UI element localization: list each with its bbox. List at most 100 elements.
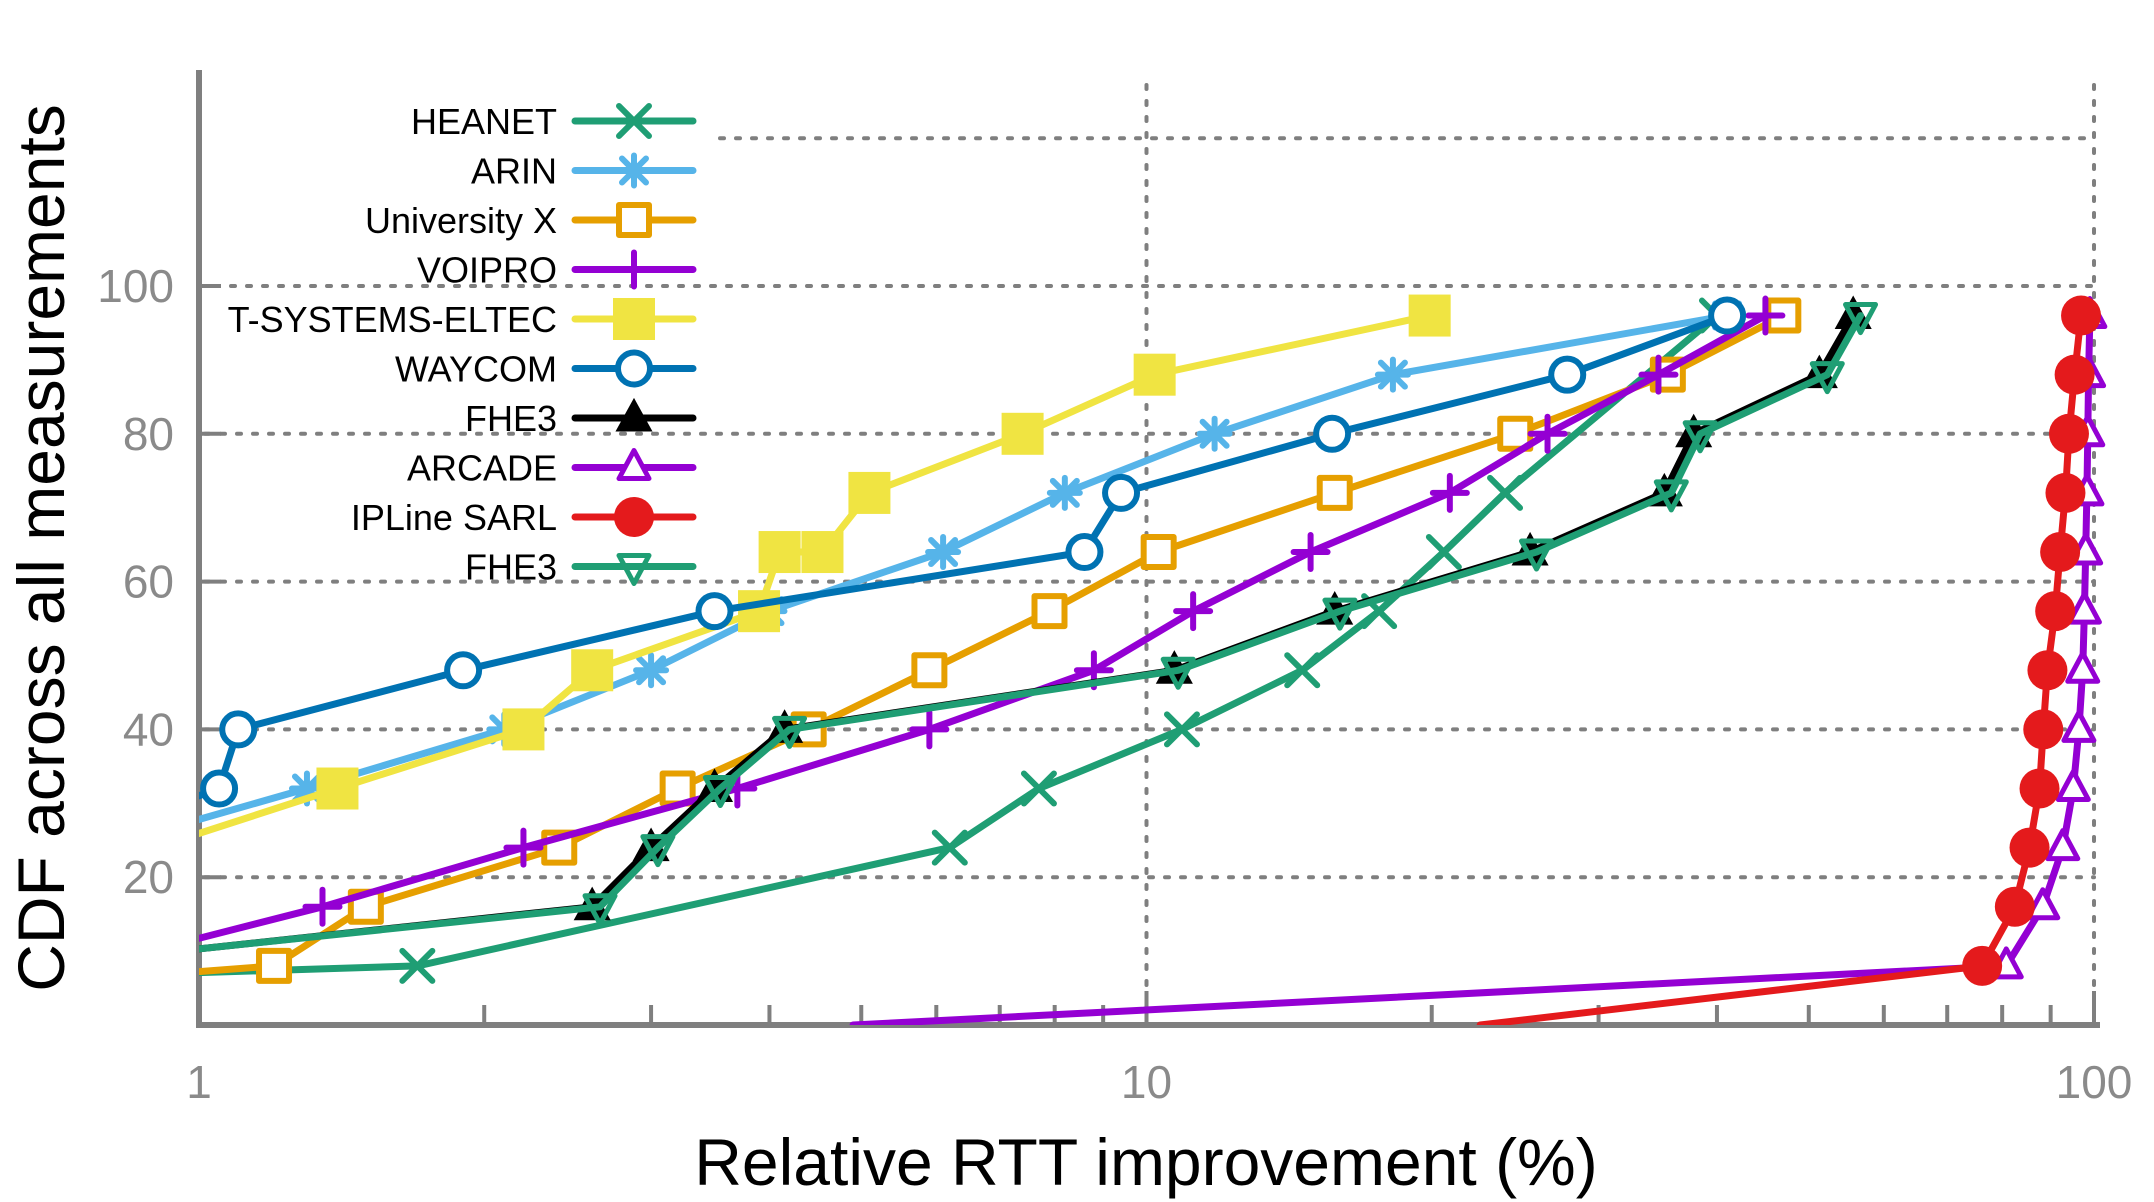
data-point — [1425, 534, 1462, 571]
legend-entry: HEANET — [411, 101, 697, 142]
data-point — [1682, 420, 1718, 454]
data-point — [1140, 534, 1177, 571]
data-point — [502, 708, 545, 751]
legend-swatch-marker — [614, 497, 654, 537]
y-tick-label: 40 — [123, 703, 174, 755]
data-point — [738, 590, 781, 633]
data-point — [1313, 414, 1352, 453]
data-point — [302, 886, 343, 927]
data-point — [772, 715, 808, 749]
series-line — [199, 312, 1731, 824]
data-point — [2061, 295, 2102, 336]
data-point — [1527, 413, 1568, 454]
series-t-systems-eltec — [199, 294, 1451, 838]
data-point — [801, 531, 844, 574]
data-point — [444, 651, 483, 690]
y-tick-label: 100 — [97, 260, 174, 312]
legend-label: HEANET — [411, 101, 557, 142]
data-point — [2035, 591, 2076, 632]
x-tick-label: 100 — [2056, 1056, 2133, 1108]
data-point — [2066, 591, 2102, 625]
data-point — [1065, 533, 1104, 572]
data-point — [2019, 768, 2060, 809]
legend-label: ARCADE — [407, 448, 557, 489]
legend: HEANET ARIN University X VOIPRO T-SYSTEMS-EL… — [228, 101, 697, 588]
data-point — [758, 531, 801, 574]
data-point — [1809, 361, 1845, 395]
data-point — [200, 769, 239, 808]
data-point — [256, 947, 293, 984]
data-point — [2040, 532, 2081, 573]
y-tick-label: 60 — [123, 556, 174, 608]
data-point — [2045, 828, 2081, 862]
series-ipline-sarl — [1476, 295, 2102, 1025]
data-point — [1408, 294, 1451, 337]
data-point — [503, 827, 544, 868]
y-axis-title: CDF across all measurements — [4, 104, 78, 992]
data-point — [1653, 479, 1689, 513]
legend-entry: FHE3 — [465, 397, 697, 439]
data-point — [1173, 591, 1214, 632]
ticks: 1 10 100 20 40 60 80 100 — [97, 260, 2132, 1108]
series-line — [199, 312, 1864, 953]
y-tick-label: 20 — [123, 851, 174, 903]
series-waycom — [199, 296, 1747, 808]
data-point — [2065, 650, 2101, 684]
legend-entry: ARIN — [471, 151, 697, 192]
data-point — [1133, 353, 1176, 396]
data-point — [1163, 711, 1200, 748]
data-point — [2055, 769, 2091, 803]
data-point — [702, 775, 738, 809]
data-point — [848, 471, 891, 514]
data-point — [1843, 302, 1879, 336]
data-point — [1708, 296, 1747, 335]
data-point — [695, 592, 734, 631]
data-point — [1638, 354, 1679, 395]
data-point — [1160, 656, 1196, 690]
data-point — [925, 534, 962, 571]
legend-entry: ARCADE — [407, 448, 697, 489]
series-line — [199, 312, 1787, 976]
data-point — [2025, 887, 2061, 921]
legend-label: WAYCOM — [395, 349, 557, 390]
data-point — [1519, 538, 1555, 572]
legend-label: IPLine SARL — [351, 497, 557, 538]
series-line — [199, 312, 1434, 838]
legend-swatch-marker — [615, 397, 653, 432]
legend-entry: IPLine SARL — [351, 497, 697, 538]
legend-label: FHE3 — [465, 547, 557, 588]
data-point — [571, 649, 614, 692]
data-point — [1548, 355, 1587, 394]
x-tick-label: 10 — [1121, 1056, 1172, 1108]
data-point — [1046, 474, 1083, 511]
data-point — [2009, 827, 2050, 868]
legend-entry: University X — [365, 200, 697, 241]
data-point — [1429, 472, 1470, 513]
series-voipro — [199, 295, 1786, 942]
data-point — [1487, 474, 1524, 511]
y-tick-label: 80 — [123, 408, 174, 460]
data-point — [2045, 472, 2086, 513]
x-axis-title: Relative RTT improvement (%) — [694, 1125, 1597, 1199]
series-line — [199, 312, 1721, 977]
data-point — [1374, 356, 1411, 393]
series-fhe3 — [199, 302, 1879, 953]
x-tick-label: 1 — [186, 1056, 212, 1108]
series-line — [199, 312, 1769, 942]
data-point — [1994, 886, 2035, 927]
data-point — [1290, 532, 1331, 573]
data-point — [2023, 709, 2064, 750]
legend-swatch-marker — [616, 202, 652, 238]
data-point — [1745, 295, 1786, 336]
legend-swatch-marker — [614, 249, 654, 290]
data-point — [911, 652, 948, 689]
legend-swatch-marker — [616, 553, 652, 586]
data-point — [582, 893, 618, 927]
data-point — [1196, 415, 1233, 452]
series-heanet — [199, 297, 1735, 984]
data-point — [1322, 597, 1358, 631]
legend-swatch-marker — [616, 152, 652, 189]
data-series — [199, 294, 2108, 1025]
data-point — [2027, 650, 2068, 691]
data-point — [399, 947, 436, 984]
